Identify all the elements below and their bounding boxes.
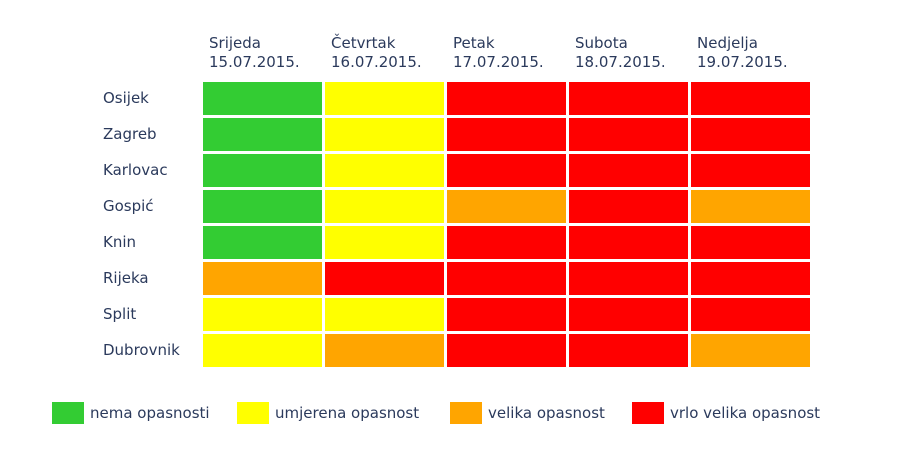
day-date: 19.07.2015. — [697, 53, 788, 71]
day-name: Nedjelja — [697, 34, 758, 52]
heatmap-cell — [203, 190, 322, 223]
legend-label: umjerena opasnost — [275, 404, 420, 422]
heatmap-cell — [325, 334, 444, 367]
heatmap-cell — [569, 154, 688, 187]
day-name: Četvrtak — [331, 34, 396, 52]
heatmap-cell — [691, 190, 810, 223]
heatmap-cell — [569, 226, 688, 259]
heatmap-cell — [325, 82, 444, 115]
legend-swatch — [237, 402, 269, 424]
heatmap-cell — [325, 154, 444, 187]
heatmap-cell — [447, 118, 566, 151]
day-header: Srijeda 15.07.2015. — [209, 34, 300, 72]
heatmap-cell — [203, 118, 322, 151]
heatmap-cell — [691, 82, 810, 115]
city-label: Osijek — [103, 89, 149, 107]
heatmap-cell — [569, 298, 688, 331]
legend-swatch — [450, 402, 482, 424]
heatmap-cell — [691, 154, 810, 187]
day-header: Četvrtak 16.07.2015. — [331, 34, 422, 72]
heatmap-cell — [325, 298, 444, 331]
heatmap-cell — [203, 154, 322, 187]
heatmap-cell — [569, 262, 688, 295]
heatmap-cell — [203, 262, 322, 295]
heatmap-cell — [447, 298, 566, 331]
heatmap-cell — [447, 154, 566, 187]
legend-label: velika opasnost — [488, 404, 605, 422]
heatmap-cell — [203, 298, 322, 331]
heatmap-cell — [691, 334, 810, 367]
heatmap-cell — [203, 334, 322, 367]
heatmap-cell — [325, 118, 444, 151]
city-label: Knin — [103, 233, 137, 251]
heatmap-cell — [203, 82, 322, 115]
day-date: 16.07.2015. — [331, 53, 422, 71]
heatmap-cell — [691, 226, 810, 259]
heatmap-cell — [447, 190, 566, 223]
city-label: Karlovac — [103, 161, 168, 179]
heatmap-cell — [691, 118, 810, 151]
heatmap-cell — [447, 226, 566, 259]
day-header: Petak 17.07.2015. — [453, 34, 544, 72]
day-name: Petak — [453, 34, 495, 52]
heatmap-cell — [569, 334, 688, 367]
heatmap-cell — [447, 262, 566, 295]
day-date: 17.07.2015. — [453, 53, 544, 71]
heatmap-cell — [691, 298, 810, 331]
heatmap-cell — [325, 226, 444, 259]
day-header: Nedjelja 19.07.2015. — [697, 34, 788, 72]
heatmap-cell — [569, 190, 688, 223]
heatmap-cell — [447, 82, 566, 115]
city-label: Dubrovnik — [103, 341, 180, 359]
day-header: Subota 18.07.2015. — [575, 34, 666, 72]
day-date: 18.07.2015. — [575, 53, 666, 71]
heatmap-cell — [691, 262, 810, 295]
legend-swatch — [632, 402, 664, 424]
legend-label: nema opasnosti — [90, 404, 210, 422]
heatmap-cell — [569, 82, 688, 115]
legend-swatch — [52, 402, 84, 424]
day-name: Srijeda — [209, 34, 261, 52]
heatmap-cell — [447, 334, 566, 367]
city-label: Rijeka — [103, 269, 149, 287]
city-label: Zagreb — [103, 125, 157, 143]
heatmap-cell — [569, 118, 688, 151]
heatmap-cell — [203, 226, 322, 259]
heatmap-cell — [325, 262, 444, 295]
city-label: Gospić — [103, 197, 154, 215]
day-name: Subota — [575, 34, 628, 52]
legend-label: vrlo velika opasnost — [670, 404, 821, 422]
city-label: Split — [103, 305, 137, 323]
day-date: 15.07.2015. — [209, 53, 300, 71]
heatmap-cell — [325, 190, 444, 223]
